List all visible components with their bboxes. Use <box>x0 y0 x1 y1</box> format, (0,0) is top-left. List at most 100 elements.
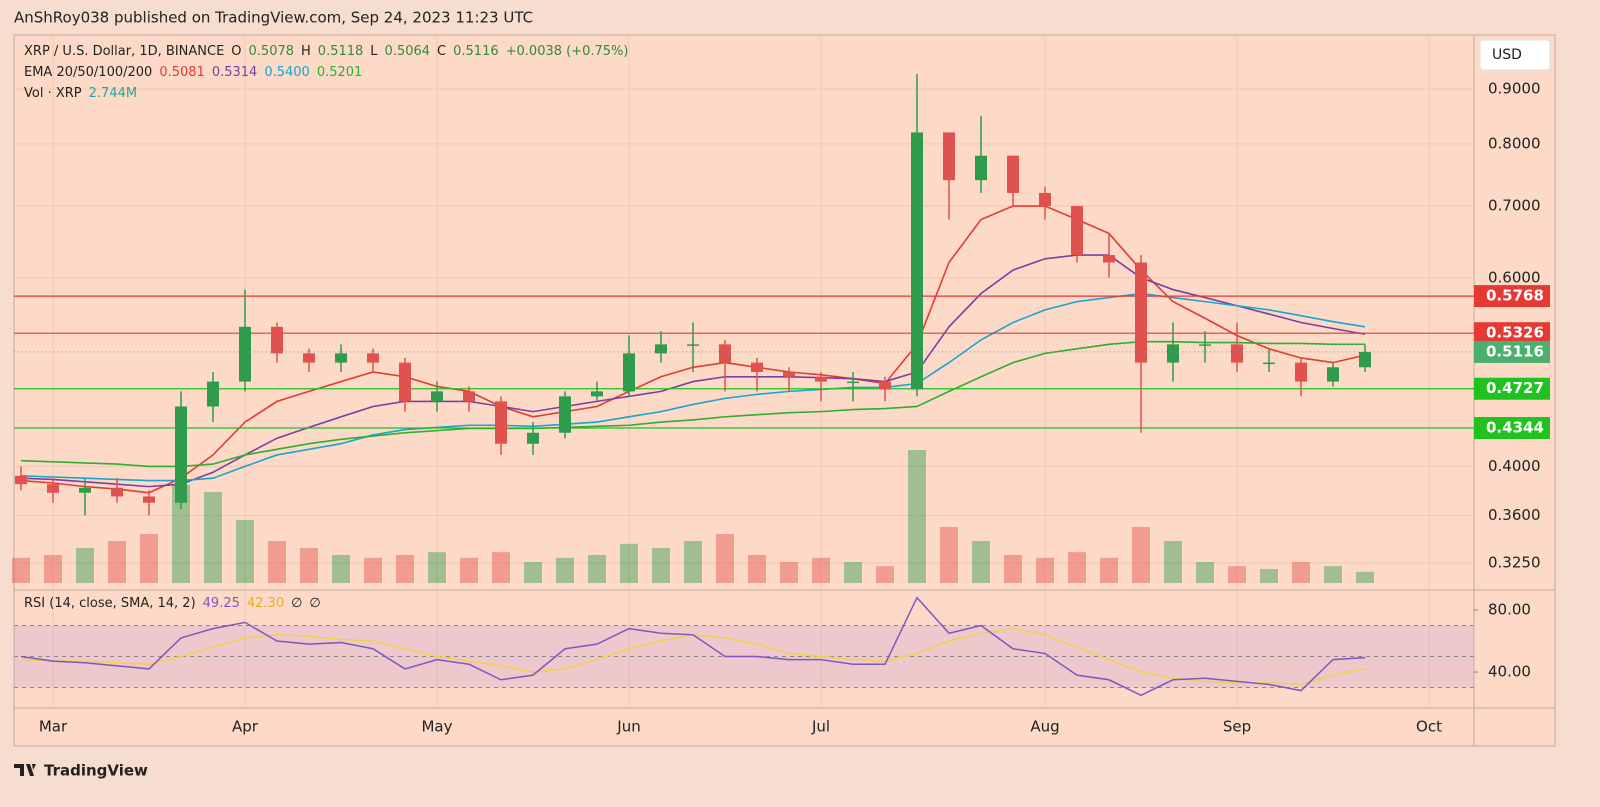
candle-body <box>271 326 283 354</box>
x-tick-label: Aug <box>1030 718 1059 736</box>
legend-text: ∅ <box>291 596 303 611</box>
legend-text: XRP / U.S. Dollar, 1D, BINANCE <box>24 44 225 59</box>
candle-body <box>303 353 315 363</box>
y-tick-label: 80.00 <box>1488 601 1531 619</box>
candle-body <box>623 353 635 392</box>
volume-bar <box>1356 571 1374 583</box>
volume-bar <box>1132 527 1150 583</box>
legend-row: Vol · XRP 2.744M <box>24 86 144 101</box>
legend-text: L <box>370 44 378 59</box>
volume-bar <box>1324 566 1342 583</box>
y-tick-label: 0.7000 <box>1488 197 1541 215</box>
y-tick-label: 0.8000 <box>1488 134 1541 152</box>
volume-bar <box>332 555 350 583</box>
volume-bar <box>1100 557 1118 583</box>
volume-bar <box>108 541 126 583</box>
candle-body <box>1231 344 1243 363</box>
candle-body <box>559 396 571 433</box>
legend-text: O <box>231 44 242 59</box>
volume-bar <box>12 557 30 583</box>
legend-text: Vol · XRP <box>24 86 82 101</box>
candle-body <box>975 155 987 181</box>
candle-body <box>847 381 859 384</box>
x-tick-label: Jun <box>616 718 640 736</box>
level-label-box <box>1474 377 1550 400</box>
candle-body <box>911 132 923 390</box>
level-label: 0.5326 <box>1486 324 1544 342</box>
candle-body <box>207 381 219 407</box>
volume-bar <box>556 557 574 583</box>
candle-body <box>1135 262 1147 363</box>
currency-button[interactable] <box>1479 39 1551 71</box>
legend-text: 0.5064 <box>384 44 431 59</box>
legend-text: 0.5116 <box>453 44 499 59</box>
byline: AnShRoy038 published on TradingView.com,… <box>14 9 533 27</box>
candle-body <box>79 487 91 493</box>
candle-body <box>367 353 379 363</box>
legend-text: +0.0038 (+0.75%) <box>505 44 629 59</box>
candle-body <box>111 487 123 497</box>
legend-text: 0.5078 <box>248 44 295 59</box>
volume-bar <box>76 548 94 583</box>
volume-bar <box>748 555 766 583</box>
volume-bar <box>876 566 894 583</box>
candle-body <box>495 401 507 444</box>
volume-bar <box>140 534 158 583</box>
candle-body <box>431 391 443 402</box>
volume-bar <box>44 555 62 583</box>
volume-bar <box>1164 541 1182 583</box>
candle-body <box>175 406 187 503</box>
candle-body <box>335 353 347 363</box>
candle-body <box>1327 367 1339 382</box>
y-tick-label: 0.9000 <box>1488 80 1541 98</box>
y-tick-label: 0.6000 <box>1488 268 1541 286</box>
volume-bar <box>940 527 958 583</box>
candle-body <box>527 432 539 444</box>
level-label-box <box>1474 285 1550 308</box>
volume-bar <box>172 485 190 583</box>
candle-body <box>719 344 731 363</box>
last-price-label: 0.5116 <box>1486 342 1544 360</box>
candle-body <box>1103 255 1115 263</box>
candle-body <box>943 132 955 181</box>
price-pane <box>12 73 1474 583</box>
volume-bar <box>716 534 734 583</box>
candle-body <box>1263 362 1275 365</box>
candle-body <box>879 381 891 390</box>
candle-body <box>591 391 603 397</box>
volume-bar <box>1036 557 1054 583</box>
level-label: 0.5768 <box>1486 287 1544 305</box>
volume-bar <box>780 562 798 583</box>
legend-text: ∅ <box>309 596 321 611</box>
candle-body <box>1071 206 1083 256</box>
candle-body <box>655 344 667 354</box>
volume-bar <box>428 552 446 583</box>
candle-body <box>687 344 699 346</box>
x-tick-label: Oct <box>1416 718 1442 736</box>
legend-text: H <box>301 44 311 59</box>
volume-bar <box>972 541 990 583</box>
candle-body <box>399 362 411 402</box>
volume-bar <box>364 557 382 583</box>
y-tick-label: 40.00 <box>1488 663 1531 681</box>
brand-name: TradingView <box>44 762 148 780</box>
grid <box>14 35 1474 708</box>
currency-label: USD <box>1492 47 1522 63</box>
volume-bar <box>652 548 670 583</box>
candle-body <box>47 484 59 493</box>
legend-text: 0.5081 <box>159 65 205 80</box>
candle-body <box>143 496 155 503</box>
candle-body <box>1167 344 1179 363</box>
volume-bar <box>812 557 830 583</box>
volume-bar <box>1228 566 1246 583</box>
candle-body <box>1039 192 1051 207</box>
volume-bar <box>1292 562 1310 583</box>
volume-bar <box>620 543 638 583</box>
level-label: 0.4727 <box>1486 379 1544 397</box>
candle-body <box>1007 155 1019 193</box>
x-tick-label: Sep <box>1223 718 1251 736</box>
volume-bar <box>396 555 414 583</box>
legend-text: 0.5400 <box>264 65 310 80</box>
